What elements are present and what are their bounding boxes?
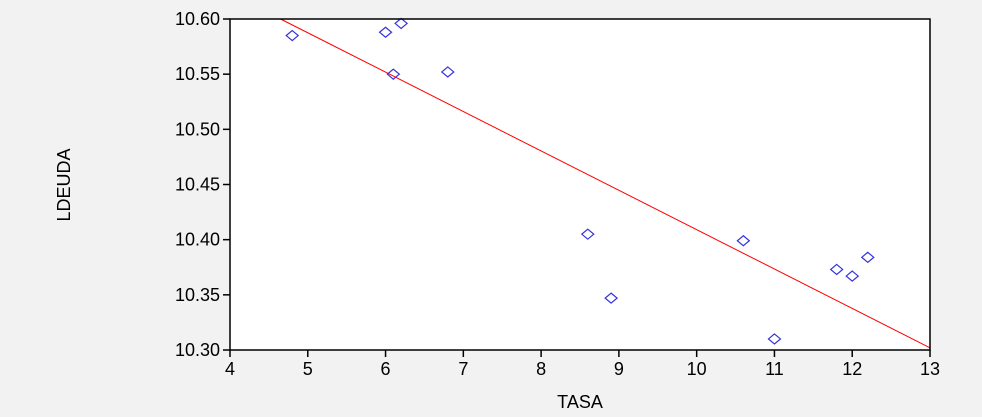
data-point [767,333,782,345]
x-tick-label: 11 [765,359,784,379]
fit-line-layer [280,18,931,349]
data-point [580,228,595,240]
data-point [860,251,875,264]
x-tick-label: 12 [842,359,862,379]
y-tick-label: 10.45 [175,175,220,195]
y-tick-label: 10.35 [175,285,220,305]
data-point [845,270,860,282]
y-tick-label: 10.30 [175,340,220,360]
data-point [285,29,300,42]
data-point [736,234,751,247]
y-tick-label: 10.60 [175,9,220,29]
data-point [440,66,455,78]
data-point [604,292,619,304]
x-tick-label: 6 [381,359,391,379]
x-tick-label: 7 [458,359,468,379]
x-tick-label: 4 [225,359,235,379]
x-tick-label: 9 [614,359,624,379]
x-tick-label: 8 [536,359,546,379]
x-tick-label: 13 [920,359,940,379]
data-point [394,17,409,30]
regression-line [280,18,931,349]
y-axis-label: LDEUDA [54,148,74,221]
plot-area [230,19,930,350]
y-tick-label: 10.50 [175,119,220,139]
x-axis: 4 5 6 7 8 9 10 11 12 13 [225,350,940,379]
x-axis-label: TASA [557,392,603,412]
data-point [829,263,844,276]
y-axis: 10.30 10.35 10.40 10.45 10.50 10.55 10.60 [175,9,230,360]
x-tick-label: 5 [303,359,313,379]
x-tick-label: 10 [687,359,707,379]
data-point [386,68,401,80]
data-points-layer [285,17,875,345]
y-tick-label: 10.55 [175,64,220,84]
y-tick-label: 10.40 [175,230,220,250]
data-point [378,26,393,39]
